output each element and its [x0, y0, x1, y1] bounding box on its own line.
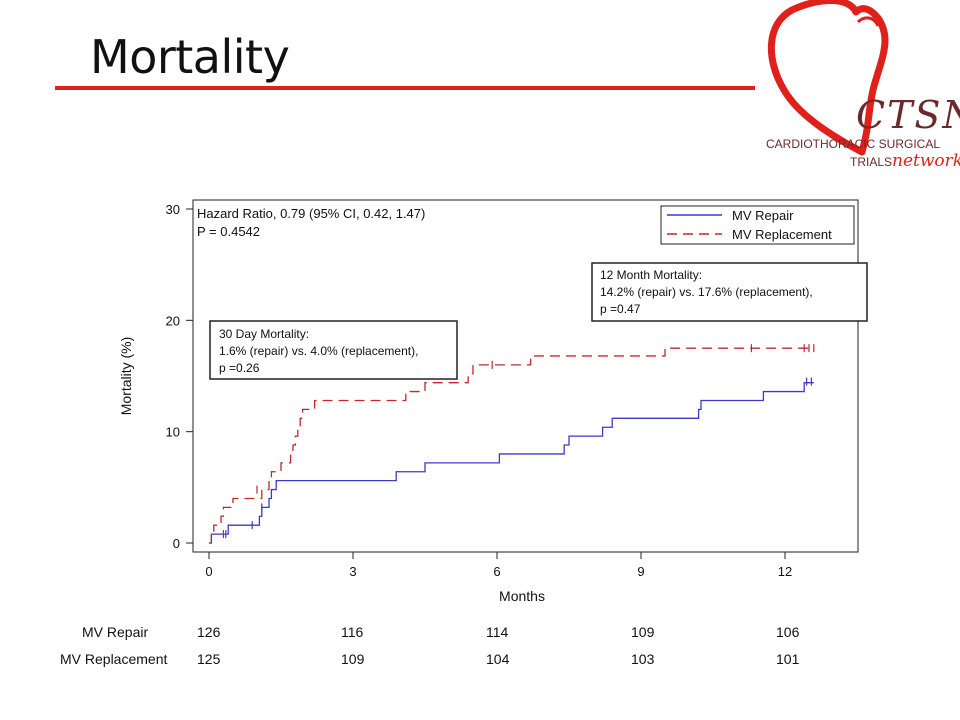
y-tick-label: 10 — [166, 425, 180, 440]
legend-label-replacement: MV Replacement — [732, 227, 832, 242]
risk-row-label-repair: MV Repair — [82, 624, 149, 640]
risk-cell: 103 — [631, 651, 655, 667]
legend-box — [660, 205, 855, 245]
risk-cell: 126 — [197, 624, 221, 640]
heart-icon — [767, 0, 889, 156]
risk-cell: 125 — [197, 651, 221, 667]
x-tick-label: 6 — [493, 564, 500, 579]
hazard-line-1: Hazard Ratio, 0.79 (95% CI, 0.42, 1.47) — [197, 206, 425, 221]
annotation-30-day-line-3: p =0.26 — [219, 361, 260, 375]
title-underline — [55, 86, 755, 90]
ctsn-logo: CTSN CARDIOTHORACIC SURGICAL TRIALS netw… — [766, 0, 960, 171]
y-tick-label: 0 — [173, 536, 180, 551]
logo-name: CTSN — [856, 93, 960, 137]
risk-row-label-replacement: MV Replacement — [60, 651, 168, 667]
annotation-12-month: 12 Month Mortality: 14.2% (repair) vs. 1… — [591, 262, 868, 322]
axes: 0 10 20 30 0 3 6 9 12 — [166, 202, 793, 579]
logo-line2: TRIALS — [850, 155, 892, 169]
logo-line3: network — [892, 151, 960, 171]
x-tick-label: 0 — [205, 564, 212, 579]
risk-cell: 116 — [341, 624, 364, 640]
annotation-12-month-line-2: 14.2% (repair) vs. 17.6% (replacement), — [600, 285, 813, 299]
annotation-30-day-box — [209, 320, 458, 380]
slide-title: Mortality — [90, 30, 290, 84]
legend: MV Repair MV Replacement — [660, 205, 855, 245]
x-tick-label: 9 — [637, 564, 644, 579]
series-line-replacement — [209, 347, 814, 544]
y-tick-label: 20 — [166, 313, 180, 328]
x-axis-label: Months — [499, 588, 545, 604]
y-axis-label: Mortality (%) — [118, 337, 134, 416]
logo-line1: CARDIOTHORACIC SURGICAL — [766, 137, 940, 151]
risk-cell: 104 — [486, 651, 510, 667]
risk-cell: 109 — [631, 624, 655, 640]
annotation-30-day: 30 Day Mortality: 1.6% (repair) vs. 4.0%… — [209, 320, 458, 380]
annotation-30-day-line-2: 1.6% (repair) vs. 4.0% (replacement), — [219, 344, 418, 358]
legend-label-repair: MV Repair — [732, 208, 794, 223]
series-layer — [209, 344, 815, 544]
y-tick-label: 30 — [166, 202, 180, 217]
risk-cell: 106 — [776, 624, 800, 640]
x-tick-label: 12 — [778, 564, 792, 579]
annotation-30-day-line-1: 30 Day Mortality: — [219, 327, 309, 341]
x-tick-label: 3 — [349, 564, 356, 579]
hazard-line-2: P = 0.4542 — [197, 224, 260, 239]
risk-cell: 101 — [776, 651, 800, 667]
series-line-repair — [209, 382, 814, 544]
annotation-12-month-line-3: p =0.47 — [600, 302, 641, 316]
risk-cell: 114 — [486, 624, 509, 640]
annotation-12-month-box — [591, 262, 868, 322]
risk-cell: 109 — [341, 651, 365, 667]
annotation-12-month-line-1: 12 Month Mortality: — [600, 268, 702, 282]
plot-frame — [192, 199, 859, 553]
